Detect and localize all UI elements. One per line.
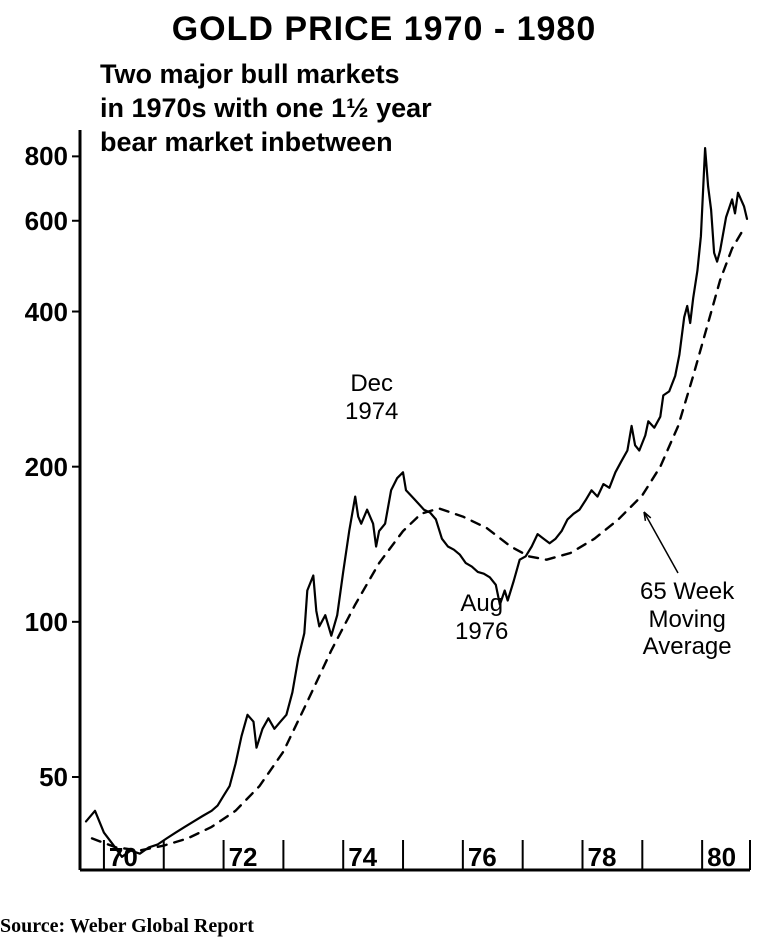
source-attribution: Source: Weber Global Report	[0, 915, 254, 938]
y-tick-label: 200	[25, 452, 68, 483]
series-price	[86, 148, 747, 857]
x-tick-label: 78	[588, 842, 617, 873]
gold-price-chart: GOLD PRICE 1970 - 1980 Two major bull ma…	[0, 0, 768, 940]
y-tick-label: 800	[25, 141, 68, 172]
x-tick-label: 80	[707, 842, 736, 873]
y-tick-label: 100	[25, 607, 68, 638]
x-tick-label: 76	[468, 842, 497, 873]
x-tick-label: 72	[229, 842, 258, 873]
x-tick-label: 70	[109, 842, 138, 873]
annotation-ma-label: 65 WeekMovingAverage	[640, 578, 734, 661]
series-ma65	[92, 228, 744, 850]
y-tick-label: 600	[25, 206, 68, 237]
annotation-trough-1976: Aug1976	[455, 590, 508, 645]
y-tick-label: 50	[39, 762, 68, 793]
annotation-peak-1974: Dec1974	[345, 370, 398, 425]
y-tick-label: 400	[25, 297, 68, 328]
chart-plot-area	[0, 0, 768, 940]
x-tick-label: 74	[348, 842, 377, 873]
